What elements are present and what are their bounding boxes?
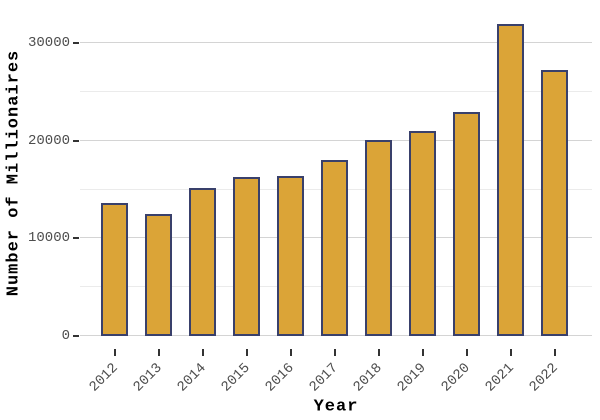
y-tick-mark xyxy=(73,335,79,337)
bar-2018 xyxy=(365,139,392,336)
plot-area xyxy=(80,0,592,336)
gridline-major xyxy=(80,42,592,44)
x-tick-mark xyxy=(465,349,468,356)
gridline-major xyxy=(80,139,592,141)
gridline-minor xyxy=(80,91,592,93)
x-tick-mark xyxy=(201,349,204,356)
y-tick-mark xyxy=(73,237,79,240)
y-tick-label: 10000 xyxy=(27,230,70,247)
x-tick-mark xyxy=(289,349,292,356)
bar-2013 xyxy=(145,214,172,336)
bar-2022 xyxy=(541,69,568,336)
y-tick-label: 0 xyxy=(61,328,70,344)
x-tick-mark xyxy=(377,349,380,356)
y-tick-label: 30000 xyxy=(27,35,70,52)
x-tick-mark xyxy=(113,349,116,356)
bar-2017 xyxy=(321,160,348,336)
x-tick-mark xyxy=(553,349,556,356)
x-tick-mark xyxy=(509,349,512,356)
x-axis-title: Year xyxy=(313,397,359,417)
bar-2021 xyxy=(497,24,524,336)
y-axis-title: Number of Millionaires xyxy=(4,49,24,297)
x-tick-mark xyxy=(333,349,336,356)
bar-2015 xyxy=(233,177,260,336)
y-tick-mark xyxy=(73,42,79,45)
bar-2014 xyxy=(189,188,216,336)
x-tick-mark xyxy=(421,349,424,356)
y-tick-mark xyxy=(73,139,79,142)
y-tick-label: 20000 xyxy=(27,132,70,149)
bar-2019 xyxy=(409,131,436,336)
bar-2020 xyxy=(453,112,480,336)
x-tick-mark xyxy=(157,349,160,356)
bar-2012 xyxy=(101,202,128,336)
bar-2016 xyxy=(277,176,304,336)
x-tick-mark xyxy=(245,349,248,356)
